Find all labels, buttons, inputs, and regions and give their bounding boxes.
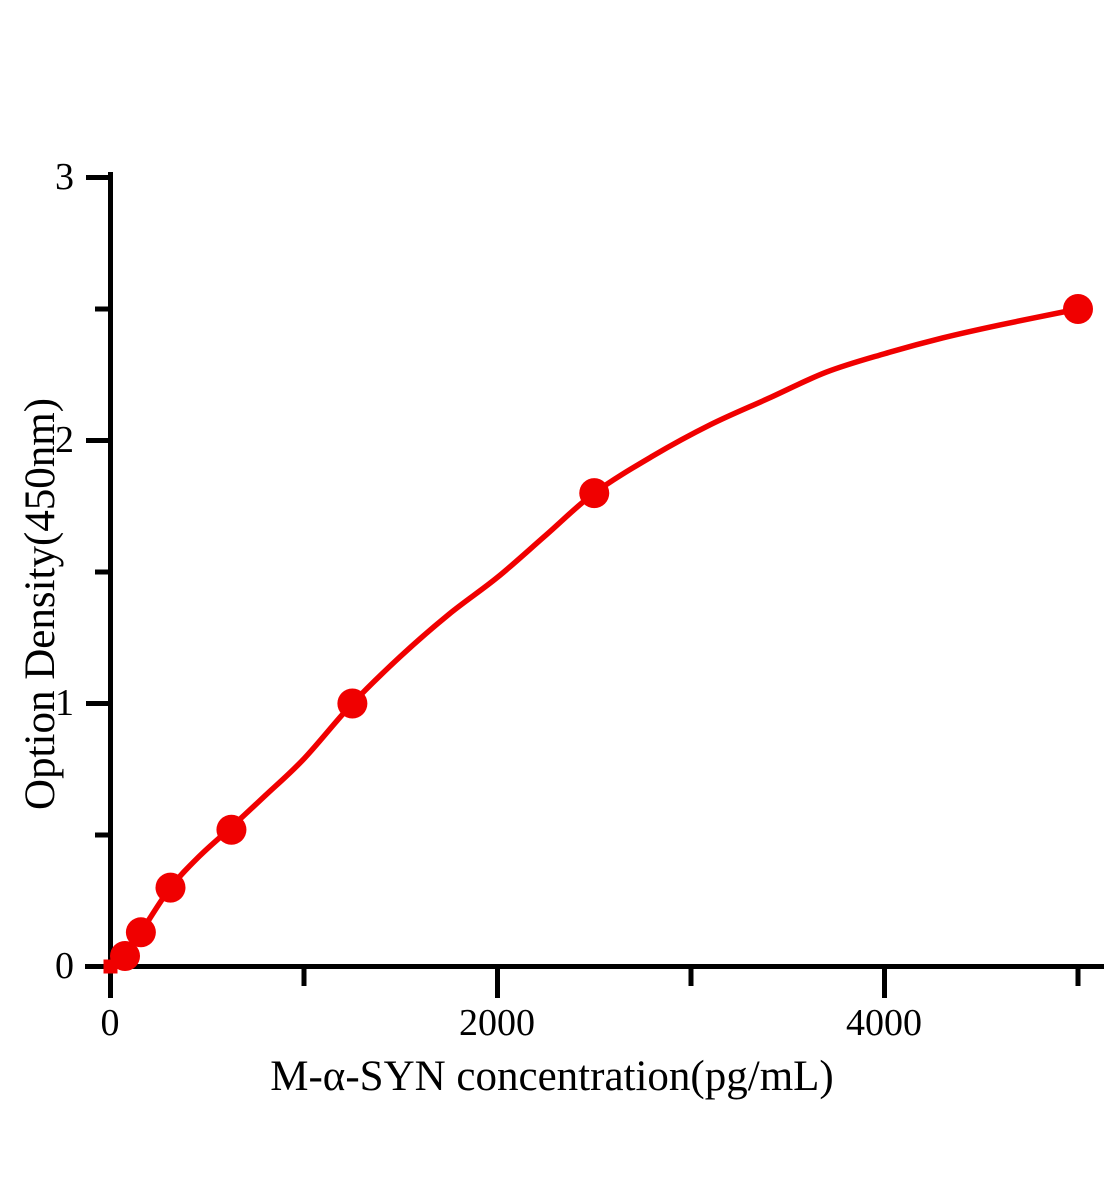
data-point	[1063, 294, 1093, 324]
x-axis-major-ticks	[108, 966, 887, 998]
y-axis-major-ticks	[86, 175, 111, 969]
x-tick-label-4000: 4000	[846, 1002, 922, 1044]
x-axis-title: M-α-SYN concentration(pg/mL)	[270, 1053, 834, 1100]
y-tick-label-0: 0	[55, 945, 74, 987]
y-axis-title: Option Density(450nm)	[17, 397, 64, 810]
standard-curve-line	[107, 306, 1081, 970]
data-point	[125, 917, 156, 948]
data-point-markers	[103, 294, 1093, 974]
origin-marker	[103, 959, 118, 974]
x-tick-label-0: 0	[100, 1002, 120, 1044]
y-tick-label-2: 2	[55, 419, 74, 461]
data-point	[337, 688, 368, 719]
data-point	[110, 940, 141, 971]
x-axis-minor-ticks	[301, 966, 1081, 986]
data-point	[579, 478, 610, 509]
y-tick-label-3: 3	[55, 156, 74, 198]
y-tick-label-1: 1	[55, 682, 74, 724]
x-tick-label-2000: 2000	[459, 1002, 535, 1044]
y-axis-minor-ticks	[95, 306, 111, 838]
data-point	[216, 814, 247, 845]
data-point	[155, 872, 186, 903]
